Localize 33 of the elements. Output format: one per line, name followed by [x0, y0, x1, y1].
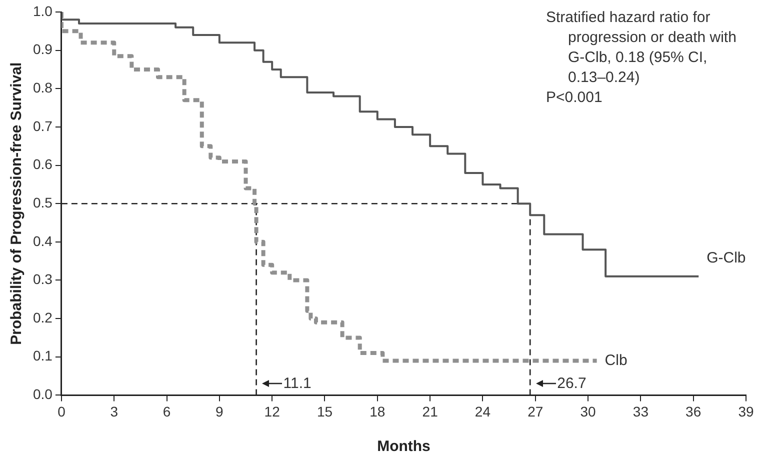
y-tick-label: 1.0 — [32, 2, 53, 19]
y-tick-label: 0.5 — [32, 194, 53, 210]
y-tick-label: 0.1 — [32, 348, 53, 364]
annotation: 26.7 — [557, 374, 586, 392]
y-tick-label: 0.8 — [32, 80, 53, 96]
x-tick-label: 18 — [370, 403, 386, 420]
x-tick-label: 21 — [422, 403, 438, 420]
y-tick-label: 0.7 — [32, 118, 53, 134]
x-axis-title: Months — [377, 438, 430, 456]
y-tick-label: 0.6 — [32, 156, 53, 172]
x-tick-label: 0 — [58, 403, 66, 420]
x-tick-label: 12 — [264, 403, 280, 420]
series-label: Clb — [604, 352, 628, 369]
x-tick-label: 33 — [632, 403, 649, 420]
y-tick-label: 0.3 — [32, 271, 53, 288]
y-tick-label: 0.4 — [32, 232, 53, 249]
x-tick-label: 27 — [528, 403, 544, 420]
y-axis-title: Probability of Progression-free Survival — [8, 62, 26, 345]
annotation: Stratified hazard ratio for progression or death with G-Clb, 0.18 (95% CI, 0.13–0.24) — [546, 9, 736, 86]
x-tick-label: 36 — [686, 403, 702, 420]
x-tick-label: 30 — [580, 403, 596, 420]
x-tick-label: 15 — [316, 403, 333, 420]
y-tick-label: 0.0 — [32, 386, 53, 402]
x-tick-label: 24 — [474, 403, 491, 420]
y-tick-label: 0.2 — [32, 309, 53, 326]
y-tick-label: 0.9 — [32, 41, 53, 58]
x-tick-label: 39 — [738, 403, 754, 420]
x-tick-label: 9 — [216, 403, 224, 420]
x-tick-label: 6 — [162, 403, 171, 420]
annotation: P<0.001 — [546, 89, 602, 106]
x-tick-label: 3 — [110, 403, 118, 420]
annotation: 11.1 — [283, 374, 312, 392]
series-label: G-Clb — [706, 250, 746, 267]
